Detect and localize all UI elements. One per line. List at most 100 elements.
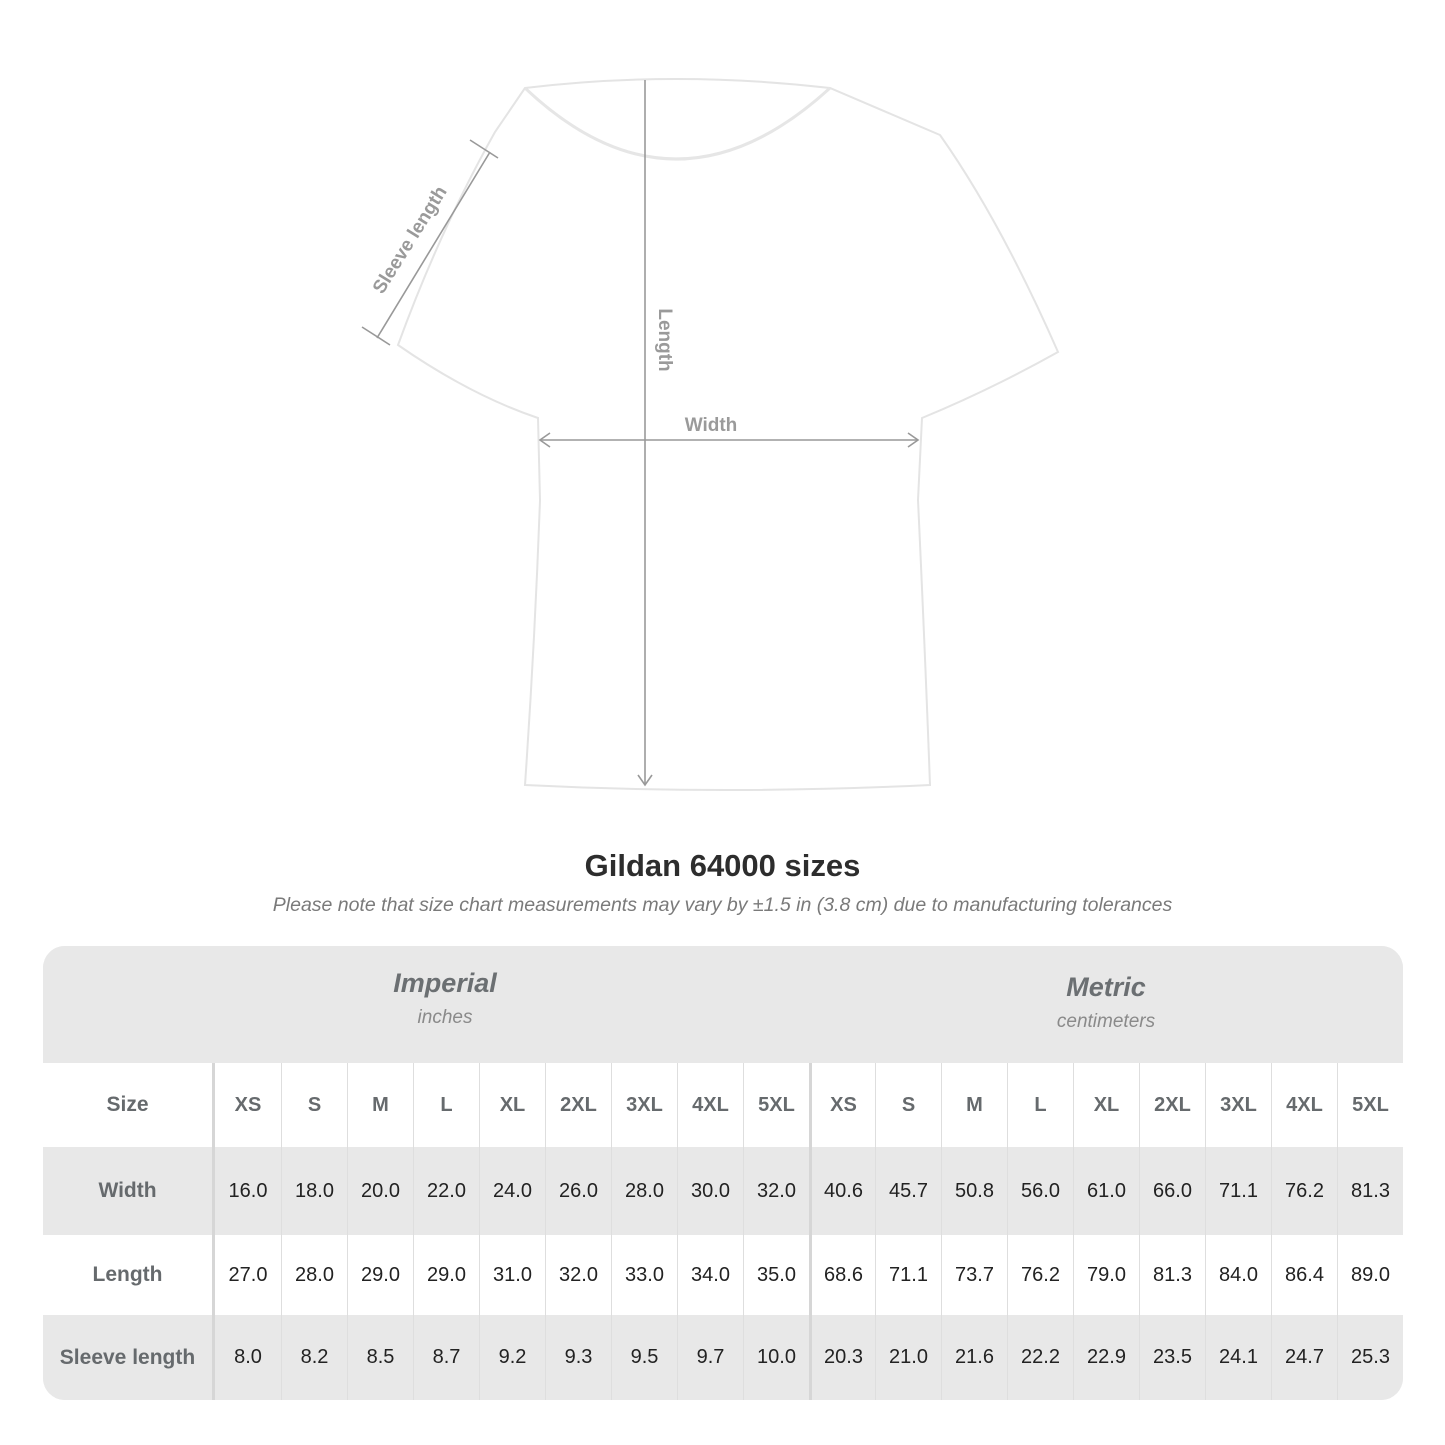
metric-size-header: S	[875, 1063, 941, 1147]
metric-value-cell: 89.0	[1337, 1235, 1403, 1315]
row-label: Width	[43, 1147, 215, 1235]
imperial-value-cell: 29.0	[347, 1235, 413, 1315]
metric-size-header: 3XL	[1205, 1063, 1271, 1147]
imperial-value-cell: 9.3	[545, 1315, 611, 1400]
metric-value-cell: 21.0	[875, 1315, 941, 1400]
metric-size-header: M	[941, 1063, 1007, 1147]
metric-size-header: XL	[1073, 1063, 1139, 1147]
imperial-value-cell: 9.5	[611, 1315, 677, 1400]
length-label: Length	[654, 308, 675, 371]
row-label: Length	[43, 1235, 215, 1315]
imperial-value-cell: 28.0	[281, 1235, 347, 1315]
metric-value-cell: 22.9	[1073, 1315, 1139, 1400]
width-arrow-left	[538, 432, 551, 448]
imperial-size-header: 5XL	[743, 1063, 809, 1147]
metric-value-cell: 25.3	[1337, 1315, 1403, 1400]
imperial-value-cell: 8.0	[234, 1346, 262, 1368]
metric-unit: centimeters	[1056, 1011, 1156, 1032]
table-row: Width 16.0 18.0 20.0 22.0 24.0 26.0 28.0 30.0 32.…	[43, 1147, 1403, 1235]
metric-title: Metric	[1066, 972, 1146, 1002]
metric-value-cell: 22.2	[1007, 1315, 1073, 1400]
sleeve-cap-top	[469, 139, 499, 159]
width-label: Width	[685, 415, 738, 436]
metric-size-header: 2XL	[1139, 1063, 1205, 1147]
imperial-value-cell: 16.0	[228, 1179, 268, 1202]
width-arrow-right	[907, 432, 920, 448]
size-header-row: Size XS S M L XL 2XL 3XL 4XL 5XL XS S M L XL 2XL 3XL 4XL 5…	[43, 1063, 1403, 1147]
metric-value-cell: 40.6	[809, 1147, 875, 1235]
row-label: Sleeve length	[43, 1315, 215, 1400]
imperial-value-cell: 20.0	[347, 1147, 413, 1235]
imperial-size-header: 2XL	[545, 1063, 611, 1147]
metric-value-cell: 84.0	[1205, 1235, 1271, 1315]
metric-value-cell: 79.0	[1073, 1235, 1139, 1315]
imperial-value-cell: 30.0	[677, 1147, 743, 1235]
metric-value-cell: 81.3	[1337, 1147, 1403, 1235]
imperial-size-header: XL	[479, 1063, 545, 1147]
sleeve-line	[376, 151, 491, 339]
metric-value-cell: 71.1	[1205, 1147, 1271, 1235]
imperial-size-header: L	[413, 1063, 479, 1147]
imperial-value-cell: 32.0	[545, 1235, 611, 1315]
imperial-value-cell: 26.0	[545, 1147, 611, 1235]
metric-value-cell: 76.2	[1271, 1147, 1337, 1235]
imperial-value-cell: 9.2	[479, 1315, 545, 1400]
metric-size-header: L	[1007, 1063, 1073, 1147]
tshirt-shape	[396, 78, 1060, 791]
imperial-value-cell: 31.0	[479, 1235, 545, 1315]
imperial-value-cell: 9.7	[677, 1315, 743, 1400]
metric-value-cell: 24.7	[1271, 1315, 1337, 1400]
imperial-value-cell: 24.0	[479, 1147, 545, 1235]
imperial-value-cell: 8.5	[347, 1315, 413, 1400]
imperial-value-cell: 8.2	[281, 1315, 347, 1400]
metric-value-cell: 71.1	[875, 1235, 941, 1315]
imperial-unit: inches	[417, 1007, 473, 1028]
imperial-value-cell: 27.0	[228, 1263, 268, 1286]
imperial-value-cell: 35.0	[743, 1235, 809, 1315]
metric-header: Metric centimeters	[809, 972, 1403, 1033]
metric-size-header: XS	[809, 1063, 875, 1147]
imperial-size-header: XS	[234, 1093, 262, 1116]
imperial-value-cell: 29.0	[413, 1235, 479, 1315]
metric-value-cell: 50.8	[941, 1147, 1007, 1235]
imperial-value-cell: 32.0	[743, 1147, 809, 1235]
tshirt-diagram: Sleeve length Length Width	[361, 78, 1060, 791]
imperial-value-cell: 22.0	[413, 1147, 479, 1235]
metric-size-header: 4XL	[1271, 1063, 1337, 1147]
metric-value-cell: 20.3	[809, 1315, 875, 1400]
unit-header-band: Imperial inches Metric centimeters	[43, 946, 1403, 1063]
metric-size-header: 5XL	[1337, 1063, 1403, 1147]
metric-value-cell: 68.6	[809, 1235, 875, 1315]
metric-value-cell: 76.2	[1007, 1235, 1073, 1315]
length-arrow-bottom	[637, 774, 653, 787]
metric-value-cell: 66.0	[1139, 1147, 1205, 1235]
table-row: Sleeve length 8.0 8.2 8.5 8.7 9.2 9.3 9.5 9.7 10.…	[43, 1315, 1403, 1400]
imperial-size-header: M	[347, 1063, 413, 1147]
imperial-value-cell: 34.0	[677, 1235, 743, 1315]
imperial-value-cell: 18.0	[281, 1147, 347, 1235]
imperial-value-cell: 10.0	[743, 1315, 809, 1400]
imperial-size-header: 4XL	[677, 1063, 743, 1147]
page-title: Gildan 64000 sizes	[584, 848, 861, 883]
imperial-value-cell: 8.7	[413, 1315, 479, 1400]
imperial-value-cell: 33.0	[611, 1235, 677, 1315]
metric-value-cell: 21.6	[941, 1315, 1007, 1400]
imperial-value-cell: 28.0	[611, 1147, 677, 1235]
imperial-title: Imperial	[393, 968, 497, 998]
metric-value-cell: 24.1	[1205, 1315, 1271, 1400]
metric-value-cell: 81.3	[1139, 1235, 1205, 1315]
tshirt-collar	[523, 86, 832, 161]
metric-value-cell: 73.7	[941, 1235, 1007, 1315]
sleeve-cap-bottom	[361, 326, 391, 346]
metric-value-cell: 61.0	[1073, 1147, 1139, 1235]
table-row: Length 27.0 28.0 29.0 29.0 31.0 32.0 33.0 34.0 35…	[43, 1235, 1403, 1315]
metric-value-cell: 23.5	[1139, 1315, 1205, 1400]
imperial-size-header: S	[281, 1063, 347, 1147]
metric-value-cell: 56.0	[1007, 1147, 1073, 1235]
metric-value-cell: 86.4	[1271, 1235, 1337, 1315]
metric-value-cell: 45.7	[875, 1147, 941, 1235]
size-table: Imperial inches Metric centimeters Size X…	[43, 946, 1403, 1400]
imperial-header: Imperial inches	[215, 968, 675, 1029]
row-label: Size	[43, 1063, 215, 1147]
imperial-size-header: 3XL	[611, 1063, 677, 1147]
